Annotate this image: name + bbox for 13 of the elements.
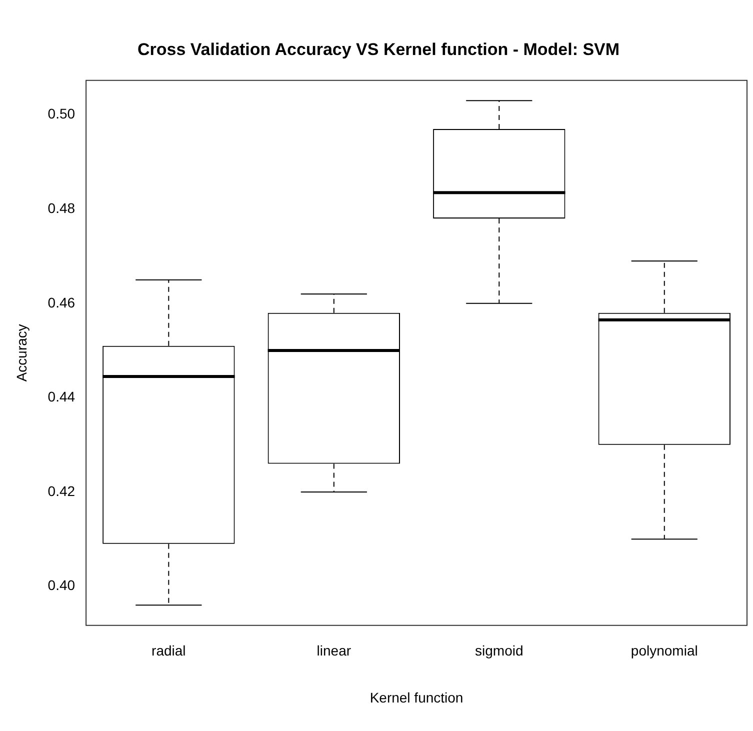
x-tick-label: polynomial [630,642,698,659]
y-axis-title: Accuracy [13,324,30,382]
y-tick-label: 0.48 [48,200,76,216]
x-tick-label: linear [316,642,352,659]
chart-title: Cross Validation Accuracy VS Kernel function - Model: SVM [137,40,620,59]
x-tick-label: radial [152,642,186,659]
y-tick-label: 0.40 [48,577,76,594]
x-tick-label: sigmoid [475,642,524,659]
y-tick-label: 0.42 [48,482,76,499]
x-axis-title: Kernel function [370,689,464,706]
y-tick-label: 0.50 [48,106,76,122]
y-tick-label: 0.44 [48,388,76,405]
y-tick-label: 0.46 [48,294,76,310]
